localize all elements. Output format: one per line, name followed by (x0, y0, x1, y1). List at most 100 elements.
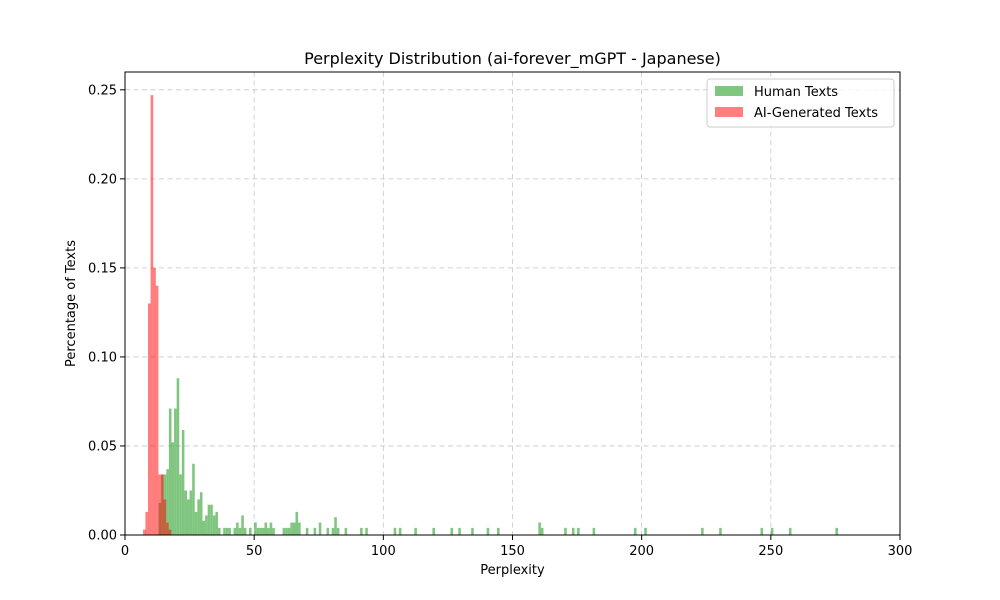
human-texts-bar (238, 527, 242, 535)
human-texts-bar (331, 527, 335, 535)
legend-swatch-human (715, 86, 743, 96)
human-texts-bar (259, 527, 262, 535)
x-axis-label: Perplexity (480, 563, 545, 578)
x-tick-label: 0 (121, 544, 129, 559)
human-texts-bar (313, 527, 317, 535)
x-tick-label: 100 (371, 544, 396, 559)
human-texts-bar (192, 463, 195, 535)
human-texts-bar (644, 527, 647, 535)
ai-texts-bar (143, 529, 146, 535)
ai-texts-bar (155, 285, 159, 535)
human-texts-bar (249, 527, 252, 535)
human-texts-bar (701, 527, 704, 535)
human-texts-bar (267, 527, 270, 535)
human-texts-bar (326, 527, 330, 535)
y-tick-label: 0.10 (88, 350, 117, 365)
ai-texts-bar (168, 529, 172, 535)
human-texts-bar (538, 522, 541, 535)
human-texts-bar (174, 408, 177, 535)
human-texts-bar (187, 499, 190, 535)
x-tick-label: 150 (500, 544, 525, 559)
human-texts-bar (233, 527, 237, 535)
bars (143, 95, 838, 536)
human-texts-bar (176, 378, 180, 535)
human-texts-bar (168, 408, 172, 535)
human-texts-bar (295, 511, 299, 535)
human-texts-bar (633, 527, 637, 535)
ai-texts-bar (153, 267, 156, 535)
x-tick-label: 200 (629, 544, 654, 559)
y-tick-label: 0.05 (88, 439, 117, 454)
human-texts-bar (760, 527, 764, 535)
human-texts-bar (171, 442, 175, 535)
ai-texts-bar (145, 511, 149, 535)
human-texts-bar (365, 527, 368, 535)
human-texts-bar (835, 527, 838, 535)
chart-title: Perplexity Distribution (ai-forever_mGPT… (304, 49, 721, 69)
x-tick-label: 250 (758, 544, 783, 559)
human-texts-bar (292, 522, 296, 535)
human-texts-bar (432, 527, 435, 535)
human-texts-bar (212, 515, 216, 535)
ai-texts-bar (150, 95, 154, 536)
human-texts-bar (592, 527, 596, 535)
human-texts-bar (414, 527, 417, 535)
ai-texts-bar (163, 499, 167, 535)
human-texts-bar (564, 527, 567, 535)
human-texts-bar (197, 499, 200, 535)
human-texts-bar (486, 527, 490, 535)
human-texts-bar (179, 474, 182, 535)
human-texts-bar (228, 527, 231, 535)
human-texts-bar (210, 504, 213, 535)
grid-lines (124, 72, 901, 536)
y-tick-label: 0.00 (88, 529, 117, 544)
human-texts-bar (471, 527, 474, 535)
human-texts-bar (458, 527, 461, 535)
human-texts-bar (181, 429, 185, 535)
human-texts-bar (318, 522, 322, 535)
ai-texts-bar (166, 522, 169, 535)
human-texts-bar (215, 511, 218, 535)
human-texts-bar (334, 517, 337, 535)
x-tick-label: 300 (888, 544, 913, 559)
human-texts-bar (344, 527, 348, 535)
legend: Human Texts AI-Generated Texts (706, 78, 895, 128)
human-texts-bar (272, 527, 275, 535)
human-texts-bar (202, 520, 206, 535)
legend-box (706, 78, 895, 128)
human-texts-bar (223, 527, 226, 535)
human-texts-bar (285, 527, 288, 535)
human-texts-bar (269, 522, 273, 535)
human-texts-bar (305, 527, 309, 535)
human-texts-bar (254, 522, 257, 535)
y-tick-label: 0.25 (88, 83, 117, 98)
human-texts-bar (199, 492, 203, 535)
y-tick-label: 0.20 (88, 172, 117, 187)
human-texts-bar (360, 527, 363, 535)
human-texts-bar (166, 469, 169, 535)
human-texts-bar (577, 527, 580, 535)
human-texts-bar (241, 515, 244, 535)
human-texts-bar (788, 527, 792, 535)
human-texts-bar (261, 527, 265, 535)
human-texts-bar (336, 527, 340, 535)
human-texts-bar (540, 527, 544, 535)
human-texts-bar (497, 527, 500, 535)
human-texts-bar (282, 527, 286, 535)
human-texts-bar (256, 527, 260, 535)
y-axis-label: Percentage of Texts (64, 240, 79, 367)
axis-ticks: 0 50 100 150 200 250 300 0.00 0.05 0.10 0.15 0.20 0.… (88, 83, 912, 559)
human-texts-bar (770, 527, 774, 535)
human-texts-bar (236, 522, 239, 535)
ai-texts-bar (147, 303, 151, 535)
human-texts-bar (264, 522, 268, 535)
human-texts-bar (393, 527, 397, 535)
human-texts-bar (571, 527, 575, 535)
legend-label-ai: AI-Generated Texts (754, 106, 878, 121)
human-texts-bar (287, 527, 291, 535)
human-texts-bar (298, 522, 301, 535)
x-tick-label: 50 (246, 544, 263, 559)
legend-label-human: Human Texts (754, 85, 838, 100)
human-texts-bar (450, 527, 454, 535)
